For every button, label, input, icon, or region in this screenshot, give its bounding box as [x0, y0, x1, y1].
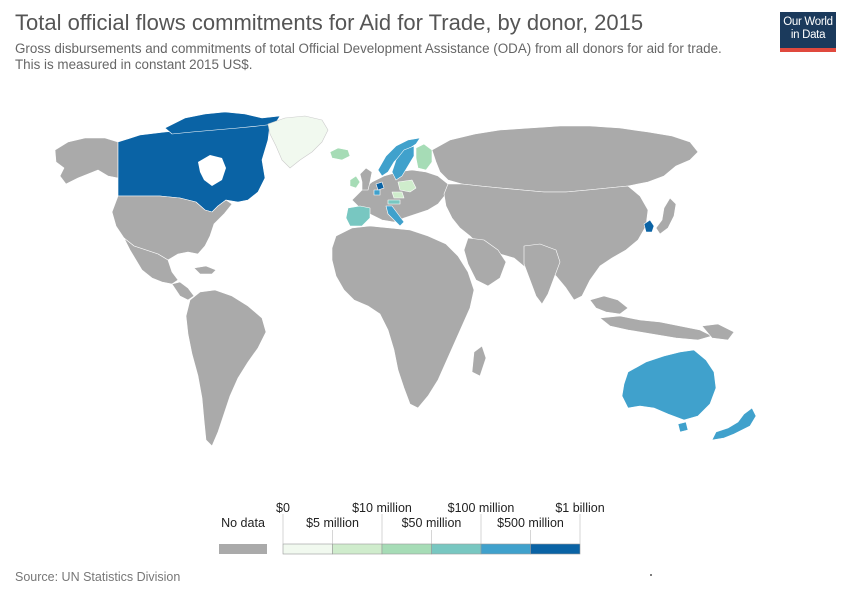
country-greenland[interactable] — [267, 115, 329, 169]
decorative-dot — [650, 574, 652, 576]
region-southeast-asia-islands[interactable] — [589, 295, 629, 315]
country-spain[interactable] — [345, 205, 371, 227]
country-iceland[interactable] — [329, 147, 351, 161]
legend-bin-1[interactable] — [332, 543, 383, 555]
source-note: Source: UN Statistics Division — [15, 570, 181, 584]
legend-bottom-label-1: $50 million — [402, 516, 462, 530]
legend-top-label-2: $100 million — [448, 501, 515, 515]
country-austria[interactable] — [387, 199, 401, 205]
legend-bottom-label-2: $500 million — [497, 516, 564, 530]
country-papua-new-guinea[interactable] — [701, 323, 735, 341]
legend-bin-5[interactable] — [530, 543, 581, 555]
country-canada-arctic-islands[interactable] — [164, 111, 281, 135]
region-indonesia[interactable] — [599, 315, 713, 341]
chart-subtitle: Gross disbursements and commitments of t… — [15, 41, 722, 72]
legend-bins — [282, 514, 581, 555]
legend-bottom-label-0: $5 million — [306, 516, 359, 530]
country-new-zealand[interactable] — [711, 407, 757, 441]
legend-bottom-labels: $5 million $50 million $500 million — [306, 516, 564, 530]
country-poland[interactable] — [397, 179, 417, 193]
region-arabian-peninsula[interactable] — [463, 237, 507, 287]
country-netherlands[interactable] — [375, 181, 385, 191]
map-legend: No data $0 $10 million $100 million $1 bill… — [219, 501, 605, 555]
country-alaska[interactable] — [54, 137, 119, 185]
country-italy[interactable] — [385, 205, 405, 227]
legend-bin-0[interactable] — [282, 543, 333, 555]
legend-top-label-0: $0 — [276, 501, 290, 515]
country-south-korea[interactable] — [643, 219, 655, 233]
legend-bin-2[interactable] — [381, 543, 432, 555]
region-south-america[interactable] — [185, 289, 267, 447]
legend-no-data-label: No data — [221, 516, 265, 530]
region-caribbean[interactable] — [193, 265, 217, 275]
region-africa[interactable] — [331, 225, 475, 409]
country-india[interactable] — [523, 243, 561, 305]
logo-line-1: Our World — [783, 16, 833, 28]
country-united-kingdom[interactable] — [359, 167, 373, 191]
country-czech-republic[interactable] — [391, 191, 405, 199]
country-madagascar[interactable] — [471, 345, 487, 377]
country-australia[interactable] — [621, 349, 717, 421]
legend-bin-4[interactable] — [480, 543, 531, 555]
legend-top-label-3: $1 billion — [555, 501, 604, 515]
legend-no-data-swatch[interactable] — [219, 544, 267, 554]
country-ireland[interactable] — [349, 175, 361, 189]
hudson-bay — [198, 155, 226, 186]
country-mexico[interactable] — [123, 237, 179, 285]
country-finland[interactable] — [415, 143, 433, 171]
legend-bin-3[interactable] — [431, 543, 482, 555]
country-belgium[interactable] — [373, 189, 381, 196]
chart-title: Total official flows commitments for Aid… — [15, 10, 644, 35]
legend-top-label-1: $10 million — [352, 501, 412, 515]
logo-accent-bar — [780, 48, 836, 52]
legend-top-labels: $0 $10 million $100 million $1 billion — [276, 501, 605, 515]
country-sweden[interactable] — [391, 145, 415, 181]
owid-logo[interactable]: Our World in Data — [780, 12, 836, 52]
country-australia-tasmania[interactable] — [677, 421, 689, 433]
country-japan[interactable] — [655, 197, 677, 235]
region-russia[interactable] — [431, 125, 699, 193]
region-central-america[interactable] — [171, 281, 195, 301]
logo-line-2: in Data — [790, 29, 826, 41]
